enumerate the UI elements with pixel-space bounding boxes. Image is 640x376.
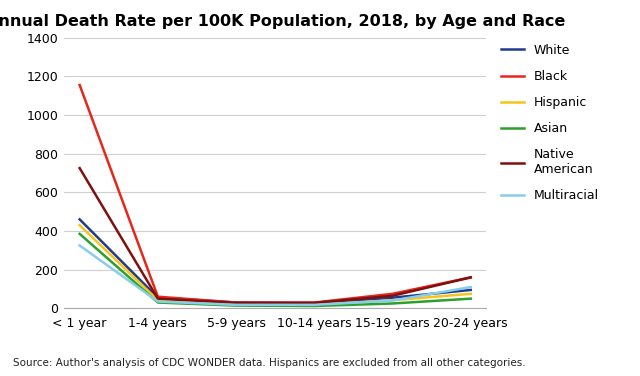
Multiracial xyxy=(388,298,396,303)
Line: Hispanic: Hispanic xyxy=(79,225,471,305)
Native
American xyxy=(76,166,83,170)
Hispanic xyxy=(310,303,318,307)
Text: Source: Author's analysis of CDC WONDER data. Hispanics are excluded from all ot: Source: Author's analysis of CDC WONDER … xyxy=(13,358,525,368)
Black xyxy=(310,300,318,305)
Line: Asian: Asian xyxy=(79,234,471,306)
Asian xyxy=(467,296,475,301)
Hispanic xyxy=(154,298,162,302)
Hispanic xyxy=(76,223,83,227)
White xyxy=(467,288,475,292)
Hispanic xyxy=(232,302,240,307)
White xyxy=(154,296,162,300)
Black xyxy=(388,291,396,296)
Multiracial xyxy=(154,299,162,304)
Native
American xyxy=(232,301,240,305)
Black xyxy=(154,294,162,299)
Black xyxy=(467,275,475,280)
Asian xyxy=(154,300,162,305)
Hispanic xyxy=(467,291,475,296)
Title: Annual Death Rate per 100K Population, 2018, by Age and Race: Annual Death Rate per 100K Population, 2… xyxy=(0,15,565,29)
Native
American xyxy=(310,301,318,305)
Hispanic xyxy=(388,298,396,302)
Line: White: White xyxy=(79,219,471,303)
Multiracial xyxy=(76,243,83,248)
Legend: White, Black, Hispanic, Asian, Native
American, Multiracial: White, Black, Hispanic, Asian, Native Am… xyxy=(501,44,599,202)
Line: Black: Black xyxy=(79,85,471,303)
Line: Multiracial: Multiracial xyxy=(79,246,471,305)
White xyxy=(388,296,396,300)
White xyxy=(310,301,318,306)
Asian xyxy=(232,303,240,308)
Line: Native
American: Native American xyxy=(79,168,471,303)
Native
American xyxy=(467,275,475,280)
Asian xyxy=(310,304,318,308)
Multiracial xyxy=(467,285,475,289)
Black xyxy=(232,300,240,305)
White xyxy=(232,300,240,305)
Black xyxy=(76,83,83,87)
Multiracial xyxy=(232,303,240,307)
Native
American xyxy=(388,294,396,298)
White xyxy=(76,217,83,221)
Asian xyxy=(388,301,396,306)
Native
American xyxy=(154,296,162,301)
Asian xyxy=(76,232,83,236)
Multiracial xyxy=(310,303,318,307)
